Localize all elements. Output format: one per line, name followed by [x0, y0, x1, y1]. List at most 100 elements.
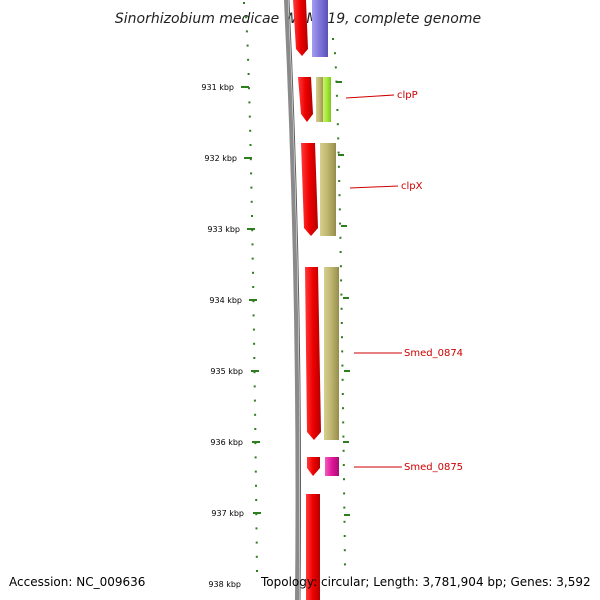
minor-tick: [337, 151, 340, 154]
tick-label: 932 kbp: [204, 154, 237, 163]
minor-tick: [334, 52, 336, 55]
cds-bar[interactable]: [325, 457, 339, 476]
minor-tick: [255, 541, 258, 544]
tick-label: 933 kbp: [207, 225, 240, 234]
gene-label-smed-0875[interactable]: Smed_0875: [404, 462, 463, 473]
minor-tick: [341, 364, 344, 367]
minor-tick: [339, 222, 342, 225]
minor-tick: [252, 328, 255, 331]
minor-tick: [248, 87, 250, 90]
minor-tick: [343, 492, 346, 495]
minor-tick: [338, 180, 341, 182]
forward-gene[interactable]: [298, 77, 313, 122]
cds-bar[interactable]: [324, 267, 339, 440]
minor-tick: [339, 251, 342, 253]
tick-label: 934 kbp: [209, 296, 242, 305]
minor-tick: [342, 421, 345, 424]
cds-bar[interactable]: [316, 77, 324, 122]
minor-tick: [343, 535, 346, 537]
minor-tick: [341, 378, 344, 381]
tick-label: 938 kbp: [208, 580, 241, 589]
gene-label-clpX[interactable]: clpX: [401, 181, 423, 192]
minor-tick: [341, 350, 344, 353]
minor-tick: [337, 165, 340, 168]
minor-tick: [256, 570, 258, 572]
minor-tick: [251, 215, 253, 217]
accession-text: Accession: NC_009636: [9, 575, 145, 589]
label-leaders: [345, 94, 402, 468]
minor-tick: [337, 137, 340, 140]
minor-tick: [340, 322, 343, 324]
label-leader: [345, 94, 395, 99]
minor-tick: [252, 286, 255, 288]
tick-label: 936 kbp: [210, 438, 243, 447]
gene-label-clpP[interactable]: clpP: [397, 90, 418, 101]
forward-gene[interactable]: [307, 457, 320, 476]
minor-tick: [255, 499, 258, 501]
minor-tick: [335, 94, 338, 97]
forward-gene[interactable]: [301, 143, 318, 236]
minor-tick: [338, 194, 341, 197]
minor-tick: [250, 200, 253, 203]
minor-tick: [247, 58, 250, 61]
minor-tick: [250, 186, 253, 189]
minor-tick: [255, 484, 257, 487]
forward-genes: [293, 0, 321, 600]
cds-features: [312, 0, 339, 476]
minor-tick: [250, 172, 253, 175]
minor-tick: [343, 549, 346, 552]
forward-gene[interactable]: [293, 0, 308, 56]
minor-tick: [342, 435, 345, 438]
minor-tick: [251, 243, 254, 246]
minor-ticks: [243, 2, 346, 572]
major-ticks: [241, 86, 261, 514]
minor-tick: [336, 109, 339, 111]
genome-backbone: [284, 0, 300, 600]
minor-tick: [248, 115, 251, 118]
minor-tick: [255, 513, 258, 516]
minor-tick: [252, 314, 255, 317]
minor-tick: [344, 563, 346, 566]
minor-tick: [343, 478, 345, 481]
minor-tick: [340, 279, 343, 282]
minor-tick: [343, 520, 346, 523]
minor-tick: [249, 158, 252, 161]
minor-tick: [341, 336, 343, 339]
minor-tick: [254, 456, 257, 459]
minor-tick: [343, 506, 346, 509]
label-leader: [349, 185, 399, 189]
minor-tick: [342, 407, 344, 410]
minor-tick: [253, 342, 256, 345]
minor-tick: [342, 449, 345, 452]
forward-gene[interactable]: [305, 267, 321, 440]
genome-summary-text: Topology: circular; Length: 3,781,904 bp…: [260, 575, 591, 589]
genome-backbone-shadow: [288, 0, 302, 600]
tick-label: 937 kbp: [211, 509, 244, 518]
cds-bar[interactable]: [320, 143, 336, 236]
gene-label-smed-0874[interactable]: Smed_0874: [404, 348, 463, 359]
minor-tick: [253, 385, 256, 388]
cds-bar[interactable]: [323, 77, 331, 122]
minor-tick: [251, 257, 254, 260]
minor-tick: [247, 73, 250, 75]
minor-tick: [255, 527, 258, 530]
minor-tick: [253, 399, 256, 402]
minor-tick: [255, 555, 258, 558]
minor-tick: [339, 236, 342, 239]
minor-tick: [342, 464, 345, 466]
minor-tick: [251, 229, 254, 232]
tick-label: 931 kbp: [201, 83, 234, 92]
minor-tick: [332, 38, 334, 40]
minor-tick: [245, 30, 248, 33]
minor-tick: [245, 16, 248, 19]
tick-labels: 931 kbp 932 kbp 933 kbp 934 kbp 935 kbp …: [201, 83, 244, 589]
minor-tick: [243, 2, 245, 4]
minor-tick: [254, 413, 257, 416]
cds-bar[interactable]: [312, 0, 328, 57]
cds-ticks: [336, 81, 350, 516]
minor-tick: [336, 123, 339, 126]
minor-tick: [253, 371, 256, 374]
forward-gene[interactable]: [306, 494, 320, 600]
minor-tick: [341, 393, 344, 395]
